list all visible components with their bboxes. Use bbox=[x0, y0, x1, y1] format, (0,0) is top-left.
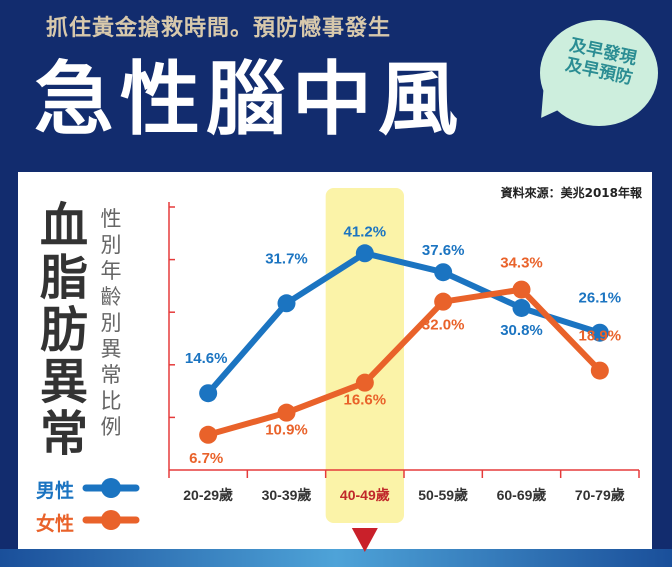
series-line-female bbox=[207, 286, 602, 438]
legend-female-label: 女性 bbox=[36, 513, 75, 535]
data-point bbox=[590, 323, 609, 342]
down-arrow-icon bbox=[351, 528, 378, 552]
data-point bbox=[277, 294, 296, 313]
speech-bubble bbox=[540, 20, 658, 126]
x-tick-label: 70-79歲 bbox=[575, 487, 625, 503]
data-label: 34.3% bbox=[500, 255, 543, 272]
chart-subtitle: 性別年齡別異常比例 bbox=[100, 207, 122, 439]
data-point bbox=[199, 384, 218, 403]
x-tick-label: 30-39歲 bbox=[262, 487, 312, 503]
legend-male-label: 男性 bbox=[36, 480, 75, 502]
chart-main-title: 血脂肪異常 bbox=[39, 198, 88, 462]
highlight-band bbox=[325, 188, 404, 523]
bottom-band bbox=[0, 549, 672, 567]
subtitle: 抓住黃金搶救時間。預防憾事發生 bbox=[46, 16, 392, 41]
x-tick-label: 20-29歲 bbox=[183, 487, 233, 503]
data-label: 26.1% bbox=[579, 290, 622, 307]
data-point bbox=[199, 425, 218, 444]
x-tick-label: 50-59歲 bbox=[418, 487, 468, 503]
x-tick-label: 40-49歲 bbox=[340, 487, 390, 503]
legend-male: 男性 bbox=[36, 476, 74, 503]
data-label: 18.9% bbox=[579, 328, 622, 345]
data-label: 6.7% bbox=[189, 450, 223, 467]
x-tick-label: 60-69歲 bbox=[497, 487, 547, 503]
data-label: 37.6% bbox=[422, 242, 465, 259]
legend-female: 女性 bbox=[36, 509, 74, 536]
data-point bbox=[512, 280, 531, 299]
legend-marker bbox=[101, 478, 121, 498]
legend-marker bbox=[101, 510, 121, 530]
data-label: 14.6% bbox=[185, 350, 228, 367]
data-label: 16.6% bbox=[344, 392, 387, 409]
data-label: 10.9% bbox=[265, 422, 308, 439]
data-point bbox=[277, 403, 296, 422]
data-point bbox=[355, 244, 374, 263]
page-title: 急性腦中風 bbox=[34, 53, 464, 146]
data-label: 32.0% bbox=[422, 317, 465, 334]
data-label: 41.2% bbox=[344, 223, 387, 240]
data-point bbox=[434, 292, 453, 311]
data-source: 資料來源：美兆2018年報 bbox=[500, 186, 642, 200]
series-line-male bbox=[205, 250, 601, 396]
data-label: 31.7% bbox=[265, 250, 308, 267]
data-point bbox=[434, 263, 453, 282]
data-point bbox=[590, 361, 609, 380]
data-label: 30.8% bbox=[500, 322, 543, 339]
data-point bbox=[355, 373, 374, 392]
data-point bbox=[512, 298, 531, 317]
